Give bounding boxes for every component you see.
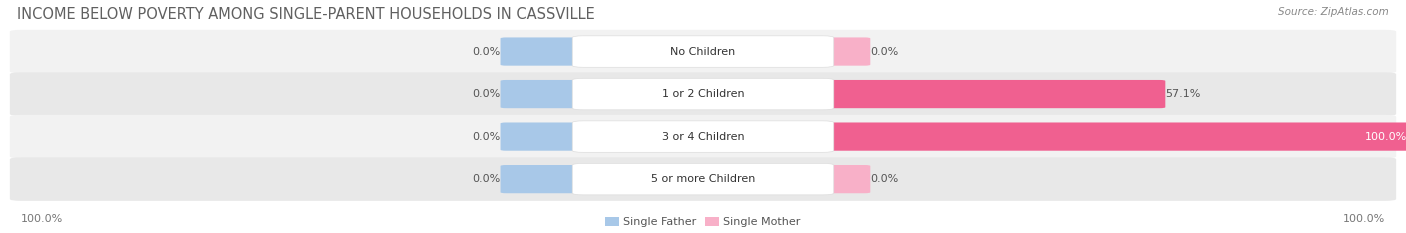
FancyBboxPatch shape [501, 165, 589, 193]
FancyBboxPatch shape [10, 30, 1396, 73]
FancyBboxPatch shape [10, 72, 1396, 116]
Text: 0.0%: 0.0% [472, 132, 501, 142]
FancyBboxPatch shape [10, 158, 1396, 201]
Text: 5 or more Children: 5 or more Children [651, 174, 755, 184]
Text: INCOME BELOW POVERTY AMONG SINGLE-PARENT HOUSEHOLDS IN CASSVILLE: INCOME BELOW POVERTY AMONG SINGLE-PARENT… [17, 7, 595, 22]
FancyBboxPatch shape [572, 121, 834, 152]
Text: 3 or 4 Children: 3 or 4 Children [662, 132, 744, 142]
FancyBboxPatch shape [817, 165, 870, 193]
Text: 0.0%: 0.0% [870, 47, 898, 57]
FancyBboxPatch shape [817, 38, 870, 66]
Text: 57.1%: 57.1% [1166, 89, 1201, 99]
FancyBboxPatch shape [572, 78, 834, 110]
Text: 0.0%: 0.0% [472, 47, 501, 57]
FancyBboxPatch shape [817, 80, 1166, 108]
Text: 100.0%: 100.0% [21, 214, 63, 224]
FancyBboxPatch shape [501, 80, 589, 108]
Text: No Children: No Children [671, 47, 735, 57]
FancyBboxPatch shape [10, 115, 1396, 158]
FancyBboxPatch shape [572, 163, 834, 195]
FancyBboxPatch shape [501, 123, 589, 151]
Text: 0.0%: 0.0% [870, 174, 898, 184]
Text: 100.0%: 100.0% [1365, 132, 1406, 142]
Text: Source: ZipAtlas.com: Source: ZipAtlas.com [1278, 7, 1389, 17]
FancyBboxPatch shape [501, 38, 589, 66]
Text: 0.0%: 0.0% [472, 89, 501, 99]
Text: 1 or 2 Children: 1 or 2 Children [662, 89, 744, 99]
FancyBboxPatch shape [572, 36, 834, 67]
Legend: Single Father, Single Mother: Single Father, Single Mother [606, 217, 800, 227]
FancyBboxPatch shape [817, 123, 1406, 151]
Text: 0.0%: 0.0% [472, 174, 501, 184]
Text: 100.0%: 100.0% [1343, 214, 1385, 224]
